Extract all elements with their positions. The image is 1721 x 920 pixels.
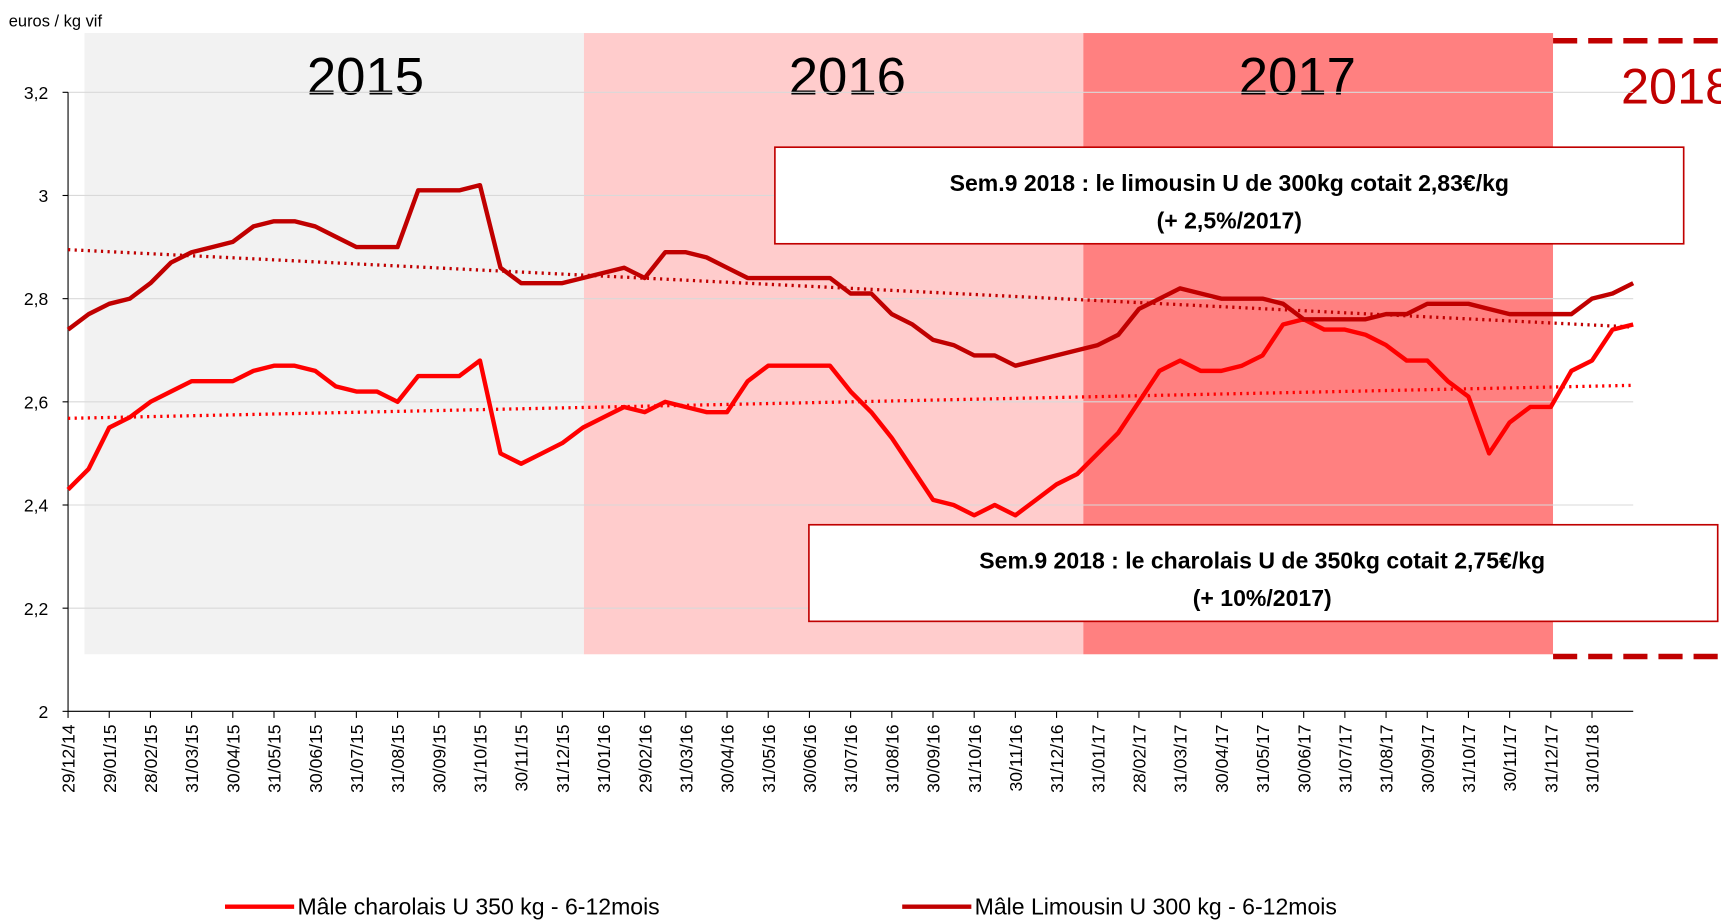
x-tick-label: 29/12/14 <box>59 724 79 793</box>
x-tick-label: 31/10/17 <box>1459 725 1479 793</box>
data-line <box>66 182 1635 368</box>
x-tick-label: 28/02/17 <box>1130 725 1150 793</box>
x-tick-label: 31/08/15 <box>388 724 408 793</box>
x-tick-label: 31/07/17 <box>1335 725 1355 793</box>
x-tick-label: 31/03/15 <box>182 724 202 793</box>
trendline <box>68 383 1634 420</box>
period-label: 2018 <box>1621 57 1721 114</box>
x-tick-label: 30/11/15 <box>512 724 532 791</box>
x-tick-label: 30/06/15 <box>306 724 326 793</box>
trendline <box>67 248 1634 329</box>
legend-label: Mâle charolais U 350 kg - 6-12mois <box>297 893 659 919</box>
period-label: 2016 <box>789 48 906 107</box>
data-line <box>66 317 1634 518</box>
y-tick-label: 2,2 <box>24 599 48 619</box>
annotation-box <box>808 523 1719 623</box>
period-label: 2015 <box>307 48 424 107</box>
x-tick-label: 31/08/17 <box>1377 725 1397 793</box>
x-tick-label: 31/03/17 <box>1171 725 1191 793</box>
y-tick-label: 3 <box>39 186 49 206</box>
annotation-text: Sem.9 2018 : le charolais U de 350kg cot… <box>979 548 1545 574</box>
x-tick-label: 31/01/16 <box>594 725 614 793</box>
x-tick-label: 31/01/17 <box>1088 725 1108 793</box>
x-tick-label: 31/12/15 <box>553 724 573 793</box>
annotation-text: (+ 10%/2017) <box>1193 585 1332 611</box>
x-tick-label: 31/10/15 <box>471 724 491 793</box>
x-tick-label: 31/12/17 <box>1541 725 1561 793</box>
x-tick-label: 29/02/16 <box>635 725 655 793</box>
x-tick-label: 30/11/17 <box>1500 725 1520 792</box>
annotation-box <box>774 146 1685 245</box>
period-band <box>84 33 584 655</box>
x-tick-label: 30/09/16 <box>924 725 944 793</box>
x-tick-label: 31/08/16 <box>882 725 902 793</box>
x-tick-label: 31/05/15 <box>265 724 285 793</box>
y-axis-label: euros / kg vif <box>9 12 103 30</box>
x-tick-label: 31/01/18 <box>1583 725 1603 793</box>
period-label: 2017 <box>1239 48 1356 107</box>
y-tick-label: 2,8 <box>24 289 48 309</box>
x-tick-label: 31/05/17 <box>1253 725 1273 793</box>
x-tick-label: 30/06/17 <box>1294 725 1314 793</box>
x-tick-label: 31/07/15 <box>347 724 367 793</box>
legend-label: Mâle Limousin U 300 kg - 6-12mois <box>975 893 1337 919</box>
x-tick-label: 31/07/16 <box>841 725 861 793</box>
x-tick-label: 31/05/16 <box>759 725 779 793</box>
y-tick-label: 2,4 <box>24 496 49 516</box>
x-tick-label: 30/04/17 <box>1212 725 1232 793</box>
annotation-text: (+ 2,5%/2017) <box>1157 207 1302 233</box>
x-tick-label: 30/11/16 <box>1006 725 1026 792</box>
x-tick-label: 31/10/16 <box>965 725 985 793</box>
y-tick-label: 2 <box>39 702 49 722</box>
x-tick-label: 30/04/16 <box>718 725 738 793</box>
x-tick-label: 29/01/15 <box>100 724 120 793</box>
annotation-text: Sem.9 2018 : le limousin U de 300kg cota… <box>950 170 1509 196</box>
x-tick-label: 31/03/16 <box>676 725 696 793</box>
x-tick-label: 30/09/17 <box>1418 725 1438 793</box>
x-tick-label: 30/09/15 <box>429 724 449 793</box>
x-tick-label: 30/06/16 <box>800 725 820 793</box>
x-tick-label: 31/12/16 <box>1047 725 1067 793</box>
x-tick-label: 28/02/15 <box>141 724 161 793</box>
x-tick-label: 30/04/15 <box>223 724 243 793</box>
y-tick-label: 2,6 <box>24 392 48 412</box>
y-tick-label: 3,2 <box>24 83 48 103</box>
